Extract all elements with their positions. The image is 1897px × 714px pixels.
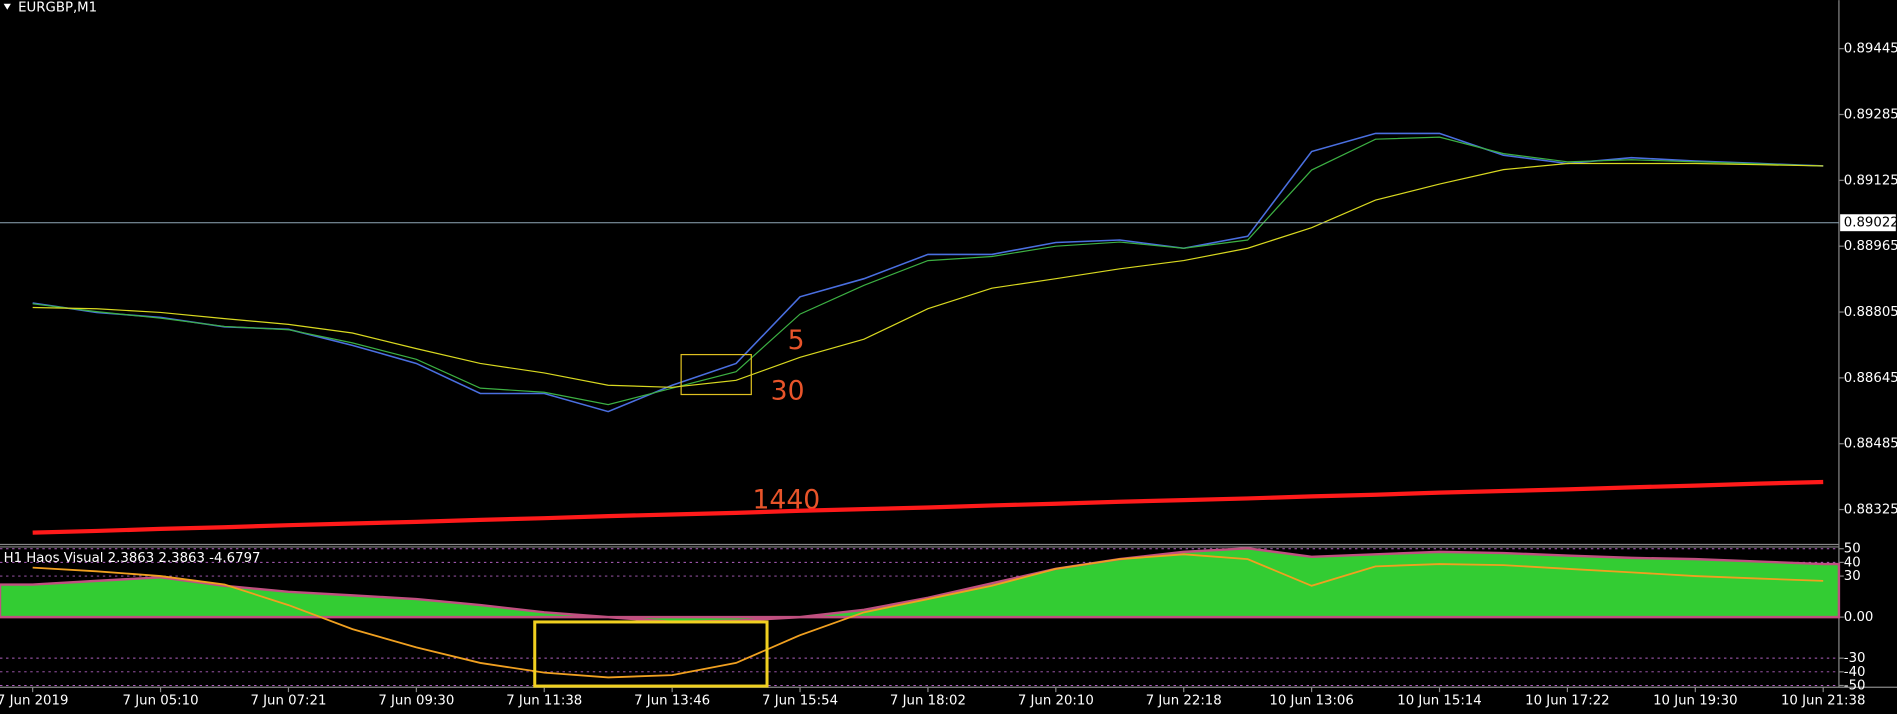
x-tick-label: 7 Jun 09:30 [378,694,454,709]
price-line [32,136,1824,406]
y-tick-label: 0.88805 [1844,305,1897,320]
x-tick-label: 7 Jun 20:10 [1018,694,1094,709]
price-line [32,132,1824,413]
x-tick-label: 7 Jun 11:38 [506,694,582,709]
x-tick-label: 10 Jun 19:30 [1653,694,1737,709]
annotation: 5 [788,325,805,356]
y-tick-label: 0.88965 [1844,239,1897,254]
x-tick-label: 7 Jun 15:54 [762,694,838,709]
y-tick-label: 0.00 [1844,610,1874,625]
y-tick-label: -30 [1844,651,1866,666]
y-tick-label: -50 [1844,679,1866,694]
y-tick-label: 0.89125 [1844,173,1897,188]
y-tick-label: 30 [1844,569,1861,584]
y-tick-label: 0.88645 [1844,371,1897,386]
y-tick-label: 0.88325 [1844,503,1897,518]
x-tick-label: 7 Jun 18:02 [890,694,966,709]
x-tick-label: 7 Jun 13:46 [634,694,710,709]
x-tick-label: 7 Jun 2019 [0,694,68,709]
x-tick-label: 10 Jun 21:38 [1781,694,1865,709]
chart-title: EURGBP,M1 [18,0,97,15]
y-tick-label: 50 [1844,542,1861,557]
annotation: 30 [771,376,805,407]
x-tick-label: 10 Jun 15:14 [1397,694,1481,709]
signal-line [32,553,1824,679]
price-line [32,479,1824,535]
y-tick-label: 0.89285 [1844,108,1897,123]
x-tick-label: 10 Jun 17:22 [1525,694,1609,709]
x-tick-label: 7 Jun 07:21 [250,694,326,709]
x-tick-label: 7 Jun 22:18 [1146,694,1222,709]
y-tick-label: 0.89445 [1844,42,1897,57]
last-price-label: 0.89022 [1844,216,1897,231]
indicator-title: H1 Haos Visual 2.3863 2.3863 -4.6797 [4,551,261,566]
x-tick-label: 10 Jun 13:06 [1269,694,1353,709]
y-tick-label: 0.88485 [1844,437,1897,452]
menu-triangle[interactable] [3,3,11,10]
last-price-box [1840,214,1896,232]
y-tick-label: 40 [1844,555,1861,570]
price-line [32,162,1824,388]
y-tick-label: -40 [1844,665,1866,680]
highlight-box [680,353,752,396]
highlight-box [533,620,769,688]
x-tick-label: 7 Jun 05:10 [123,694,199,709]
